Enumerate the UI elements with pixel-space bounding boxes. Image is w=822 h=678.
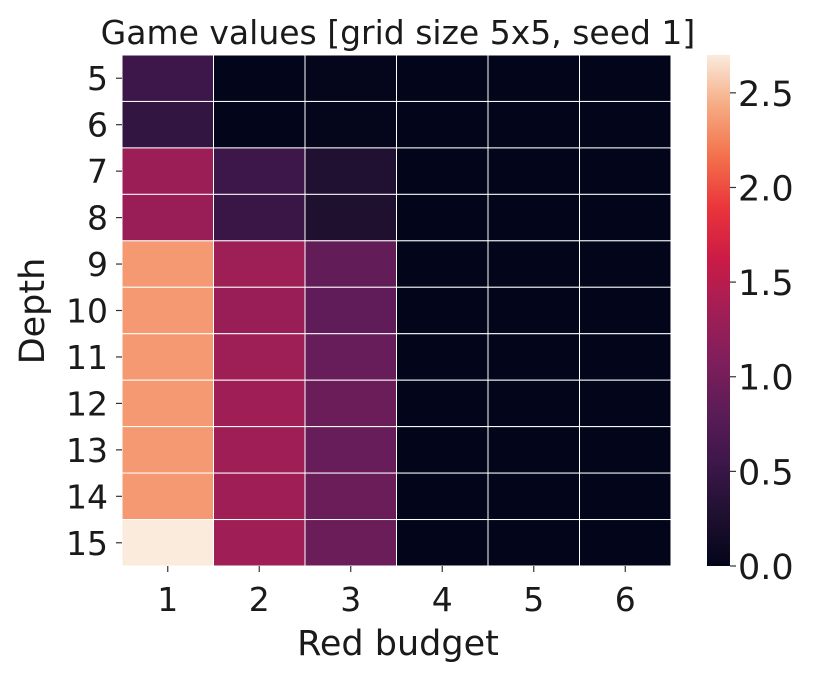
heatmap-cell <box>304 519 397 567</box>
heatmap-cell <box>579 333 672 381</box>
heatmap-cell <box>121 472 214 521</box>
heatmap-cell <box>396 193 489 242</box>
y-tick-label: 14 <box>66 477 108 516</box>
heatmap-cell <box>304 240 397 288</box>
y-tick-label: 9 <box>87 245 108 284</box>
heatmap-cell <box>304 147 397 195</box>
heatmap-cell <box>304 426 397 474</box>
colorbar-gradient <box>707 55 730 566</box>
heatmap-cell <box>121 286 214 335</box>
heatmap-cell <box>121 426 214 474</box>
heatmap-cell <box>396 100 489 149</box>
heatmap-cell <box>121 379 214 428</box>
x-tick-label: 1 <box>157 580 178 619</box>
heatmap-cell <box>487 379 580 428</box>
heatmap-cell <box>487 519 580 567</box>
heatmap-cell <box>304 472 397 521</box>
colorbar-tick-label: 1.0 <box>738 359 794 399</box>
heatmap-cell <box>396 379 489 428</box>
heatmap-cell <box>579 100 672 149</box>
heatmap-cell <box>304 286 397 335</box>
heatmap-cell <box>213 426 306 474</box>
heatmap-cell <box>579 426 672 474</box>
heatmap-cell <box>487 193 580 242</box>
x-tick-label: 5 <box>523 580 544 619</box>
x-tick-label: 6 <box>615 580 636 619</box>
y-tick-label: 15 <box>66 524 108 563</box>
heatmap-cell <box>579 240 672 288</box>
heatmap-cell <box>579 379 672 428</box>
heatmap-cell <box>396 240 489 288</box>
heatmap-cell <box>396 286 489 335</box>
heatmap-cell <box>579 147 672 195</box>
heatmap-cell <box>487 100 580 149</box>
heatmap-cell <box>304 379 397 428</box>
heatmap-cell <box>487 333 580 381</box>
heatmap-cell <box>121 240 214 288</box>
heatmap-cell <box>487 472 580 521</box>
heatmap-cell <box>213 379 306 428</box>
x-axis-label: Red budget <box>297 624 499 664</box>
y-tick-label: 12 <box>66 384 108 423</box>
heatmap-cell <box>487 240 580 288</box>
y-tick-label: 10 <box>66 292 108 331</box>
colorbar-tick-label: 1.5 <box>738 264 794 304</box>
colorbar-tick-label: 0.0 <box>738 548 794 588</box>
heatmap-cell <box>213 193 306 242</box>
heatmap-cell <box>213 54 306 102</box>
heatmap-cell <box>213 333 306 381</box>
chart-title: Game values [grid size 5x5, seed 1] <box>101 13 696 52</box>
heatmap-cell <box>487 426 580 474</box>
y-tick-label: 7 <box>87 152 108 191</box>
y-tick-label: 5 <box>87 59 108 98</box>
heatmap-cell <box>213 240 306 288</box>
heatmap-cell <box>396 54 489 102</box>
heatmap-cell <box>121 333 214 381</box>
heatmap-cell <box>579 54 672 102</box>
heatmap-cell <box>304 54 397 102</box>
heatmap-cell <box>579 286 672 335</box>
heatmap-cell <box>487 54 580 102</box>
heatmap-cell <box>121 193 214 242</box>
heatmap-cell <box>213 519 306 567</box>
heatmap-cell <box>213 472 306 521</box>
y-axis: 5 6 7 8 9 10 11 12 13 14 15 <box>66 59 122 563</box>
heatmap-cell <box>213 147 306 195</box>
colorbar-tick-label: 2.0 <box>738 169 794 209</box>
heatmap-cell <box>579 193 672 242</box>
heatmap-cells <box>121 54 672 567</box>
x-tick-label: 3 <box>340 580 361 619</box>
heatmap-cell <box>487 147 580 195</box>
y-tick-label: 13 <box>66 431 108 470</box>
y-tick-label: 6 <box>87 106 108 145</box>
heatmap-cell <box>121 100 214 149</box>
heatmap-cell <box>396 426 489 474</box>
heatmap-cell <box>213 286 306 335</box>
heatmap-cell <box>304 193 397 242</box>
heatmap-cell <box>487 286 580 335</box>
heatmap-cell <box>396 519 489 567</box>
heatmap-cell <box>396 333 489 381</box>
y-axis-label: Depth <box>13 258 53 365</box>
heatmap-cell <box>304 333 397 381</box>
colorbar: 0.0 0.5 1.0 1.5 2.0 2.5 <box>707 55 794 588</box>
heatmap-cell <box>304 100 397 149</box>
y-tick-label: 11 <box>66 338 108 377</box>
colorbar-tick-label: 0.5 <box>738 453 794 493</box>
colorbar-tick-label: 2.5 <box>738 75 794 115</box>
heatmap-cell <box>121 54 214 102</box>
x-tick-label: 4 <box>432 580 453 619</box>
heatmap-cell <box>396 472 489 521</box>
heatmap-cell <box>579 472 672 521</box>
x-axis: 1 2 3 4 5 6 <box>157 566 636 619</box>
y-tick-label: 8 <box>87 199 108 238</box>
heatmap-cell <box>213 100 306 149</box>
x-tick-label: 2 <box>249 580 270 619</box>
heatmap-cell <box>121 147 214 195</box>
heatmap-cell <box>121 519 214 567</box>
heatmap-cell <box>579 519 672 567</box>
heatmap-cell <box>396 147 489 195</box>
